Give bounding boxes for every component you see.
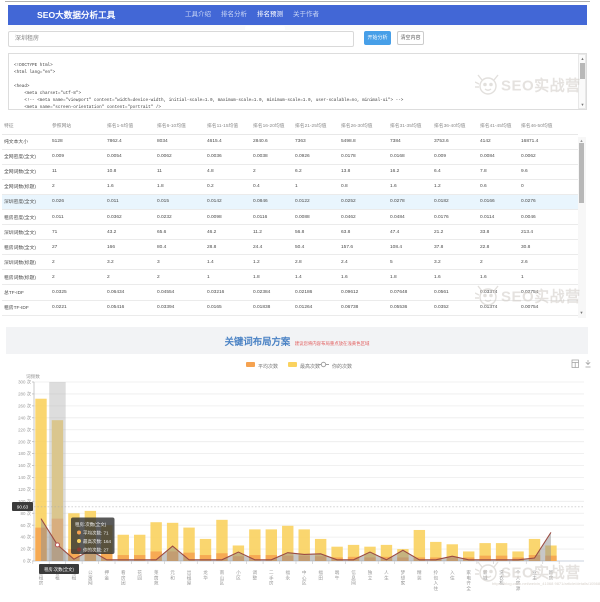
svg-text:入住: 入住 — [450, 570, 455, 580]
svg-text:120 次: 120 次 — [18, 486, 32, 493]
svg-text:端午: 端午 — [335, 569, 340, 581]
svg-text:最高次数: 164: 最高次数: 164 — [83, 538, 112, 545]
svg-text:SEO实战营: SEO实战营 — [501, 77, 581, 95]
svg-text:140 次: 140 次 — [18, 474, 32, 481]
svg-text:SEO实战营: SEO实战营 — [501, 564, 581, 582]
svg-text:花园: 花园 — [137, 569, 142, 581]
svg-text:260 次: 260 次 — [18, 402, 32, 409]
svg-text:平均次数: 71: 平均次数: 71 — [83, 530, 109, 537]
svg-text:200 次: 200 次 — [18, 438, 32, 445]
svg-text:福永: 福永 — [285, 569, 290, 580]
svg-text:龙华: 龙华 — [203, 569, 208, 581]
svg-text:300 次: 300 次 — [18, 379, 32, 386]
svg-text:梦想家: 梦想家 — [401, 570, 406, 586]
svg-text:90.63: 90.63 — [17, 505, 29, 510]
svg-text:40 次: 40 次 — [21, 534, 32, 541]
svg-text:业主: 业主 — [532, 569, 537, 580]
svg-text:220 次: 220 次 — [18, 426, 32, 433]
svg-text:押金: 押金 — [104, 569, 109, 580]
svg-text:莱茵苑: 莱茵苑 — [154, 569, 159, 587]
svg-text:60 次: 60 次 — [21, 522, 32, 529]
svg-text:元和: 元和 — [170, 570, 175, 581]
svg-text:SEO实战营: SEO实战营 — [501, 288, 581, 306]
svg-text:280 次: 280 次 — [18, 391, 32, 398]
svg-text:调整: 调整 — [253, 569, 258, 580]
svg-text:家电齐全: 家电齐全 — [466, 569, 471, 591]
svg-text:最高次数: 最高次数 — [300, 363, 320, 370]
svg-text:240 次: 240 次 — [18, 414, 32, 421]
svg-text:0 次: 0 次 — [23, 558, 32, 565]
svg-text:租房:次数(全文): 租房:次数(全文) — [44, 566, 74, 573]
svg-text:公寓网: 公寓网 — [88, 570, 93, 587]
svg-text:词频数: 词频数 — [26, 373, 40, 380]
svg-text:160 次: 160 次 — [18, 462, 32, 469]
svg-text:租房:次数(全文): 租房:次数(全文) — [75, 521, 107, 528]
svg-text:独立: 独立 — [368, 569, 373, 580]
svg-text:你的次数: 你的次数 — [332, 363, 352, 370]
svg-text:个人房源: 个人房源 — [516, 570, 521, 592]
svg-text:洗衣机: 洗衣机 — [499, 569, 504, 587]
svg-text:你的次数: 27: 你的次数: 27 — [83, 547, 109, 554]
svg-text:精装: 精装 — [417, 569, 422, 581]
svg-text:180 次: 180 次 — [18, 450, 32, 457]
svg-text:看房团: 看房团 — [121, 569, 126, 587]
svg-text:中心区: 中心区 — [302, 569, 307, 586]
svg-text:南山区: 南山区 — [220, 569, 225, 586]
svg-text:80 次: 80 次 — [21, 510, 32, 517]
svg-text:福田: 福田 — [318, 569, 323, 581]
svg-text:出租屋: 出租屋 — [187, 569, 192, 587]
svg-text:人生: 人生 — [384, 570, 389, 580]
svg-text:拎包入住: 拎包入住 — [433, 569, 438, 591]
svg-text:小区: 小区 — [236, 569, 241, 580]
svg-text:信息网: 信息网 — [351, 569, 356, 587]
svg-text:二手房: 二手房 — [269, 570, 274, 587]
svg-text:20 次: 20 次 — [21, 546, 32, 553]
svg-text:100 次: 100 次 — [18, 498, 32, 505]
svg-text:平均次数: 平均次数 — [258, 363, 278, 370]
svg-text:新房: 新房 — [549, 569, 554, 581]
